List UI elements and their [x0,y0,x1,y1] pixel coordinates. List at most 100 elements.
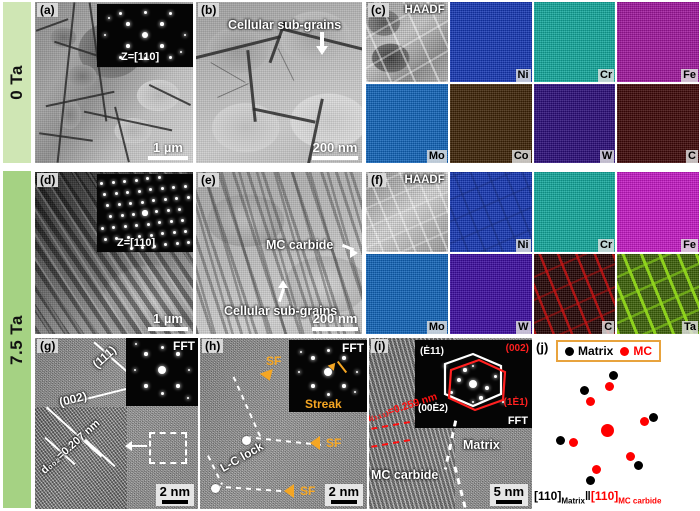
eds-tile-ni: Ni [449,2,532,82]
diffraction-spot-matrix [649,413,659,423]
diffraction-spot [179,50,183,54]
diffraction-spot [143,56,147,60]
panel-e-cells-arrow-head [278,280,288,288]
diffraction-spot [163,198,167,202]
diffraction-spot [485,386,489,390]
diffraction-spot [118,11,122,15]
tile-texture [449,254,532,334]
panel-g-dspacing-tick-2 [84,438,116,468]
panel-g-roi-arrow-head [125,441,132,451]
panel-e-carbide-label: MC carbide [266,238,334,252]
panel-i-scalebar: 5 nm [489,484,528,506]
panel-h-sf-label-1: SF [266,354,282,368]
diffraction-spot [169,220,173,224]
panel-a: (a) Z=[110] 1 µm [35,2,193,163]
diffraction-spot [144,352,148,356]
panel-f-eds-mosaic: (f) HAADF Ni Cr Fe Mo W C [366,172,699,334]
diffraction-spot [126,22,130,26]
caption-matrix-bracket: [110] [534,488,562,503]
panel-c-tag: (c) [368,3,389,17]
diffraction-spot [160,345,164,349]
diffraction-spot [326,348,330,352]
diffraction-spot-mc [569,438,579,448]
panel-b-scalebar-label: 200 nm [312,140,358,156]
diffraction-spot [140,200,144,204]
diffraction-spot [123,179,126,183]
diffraction-spot [111,180,115,184]
diffraction-spot-matrix [580,386,590,396]
diffraction-spot [160,391,164,395]
diffraction-spot [137,189,141,193]
eds-element-label-mo: Mo [426,150,447,163]
condition-band-75ta: 7.5 Ta [3,171,31,508]
eds-element-label-w: W [516,321,531,334]
eds-tile-fe: Fe [617,172,699,252]
diffraction-spot [501,400,505,404]
diffraction-spot [115,237,118,241]
panel-b-texture [196,2,362,163]
panel-i-fft-inset: (Ė11) (002) (1Ė1) (00Ė2) FFT [415,340,532,428]
diffraction-spot [176,352,180,356]
panel-j-tag: (j) [536,340,549,355]
diffraction-spot [168,11,172,15]
diffraction-spot-matrix [609,370,619,380]
diffraction-spot [168,55,172,59]
eds-element-label-c: C [686,150,698,163]
eds-element-label-ni: Ni [515,239,531,252]
diffraction-spot [107,16,111,20]
diffraction-spot [134,178,138,182]
diffraction-spot [311,356,315,360]
diffraction-spot [120,213,124,217]
diffraction-spot-matrix [634,460,644,470]
diffraction-spot [299,350,303,354]
diffraction-spot [479,396,483,400]
diffraction-spot [186,195,190,199]
eds-element-label-ni: Ni [515,68,531,82]
panel-i-fft-label: FFT [507,415,528,427]
diffraction-spot [138,234,141,238]
diffraction-spot [117,202,121,206]
eds-element-label-fe: Fe [681,68,698,82]
diffraction-spot [493,374,497,378]
caption-mc-sub: MC carbide [618,496,662,505]
tile-texture [449,83,532,163]
diffraction-spot [311,384,315,388]
tile-texture [366,83,448,163]
diffraction-spot [355,370,359,374]
diffraction-spot [160,44,164,48]
diffraction-spot [146,222,150,226]
diffraction-spot [157,176,161,180]
panel-g-fft-inset: FFT [126,338,198,406]
panel-d: (d) Z=[110] 1 µm [35,172,193,334]
condition-band-0ta: 0 Ta [3,2,31,163]
caption-parallel: ‖ [584,488,591,503]
panel-b-arrow-head [316,46,328,55]
panel-c-haadf-tile: (c) HAADF [366,2,448,82]
eds-element-label-w: W [599,150,615,163]
diffraction-spot [183,33,187,37]
panel-f-haadf-tile: (f) HAADF [366,172,448,252]
panel-e-texture [196,172,362,334]
diffraction-spot [164,243,167,247]
panel-g-scalebar-line [161,500,188,504]
diffraction-spot [123,224,127,228]
diffraction-spot [342,356,346,360]
eds-element-label-co: Co [511,150,531,163]
legend-dot-matrix [565,346,574,356]
diffraction-spot [118,55,122,59]
panel-b-scalebar-line [312,156,358,160]
tile-texture [449,172,532,252]
diffraction-spot [134,342,138,346]
panel-d-zone-axis-label: Z=[110] [117,237,156,249]
diffraction-spot [129,246,133,250]
panel-a-scalebar-label: 1 µm [153,140,183,156]
panel-d-scalebar-label: 1 µm [153,311,183,327]
diffraction-spot [176,384,180,388]
tile-texture [617,172,699,252]
diffraction-spot [103,33,107,37]
eds-tile-w: W [449,254,532,334]
caption-matrix-sub: Matrix [561,496,585,505]
panel-g: (g) (111) (002) FFT d₀₀₂=0.207 nm 2 nm [35,338,198,509]
tile-cell-network [533,254,616,334]
diffraction-spot [184,229,187,233]
